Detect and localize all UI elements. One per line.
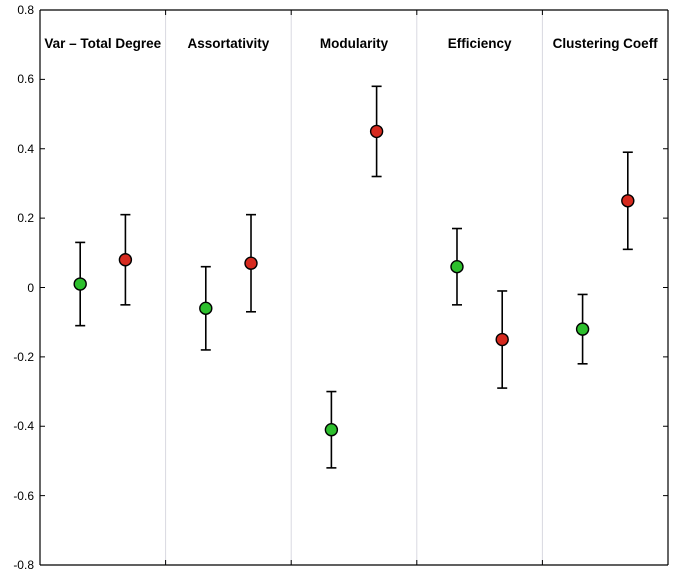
- data-marker: [451, 261, 463, 273]
- data-marker: [119, 254, 131, 266]
- y-tick-label: 0.8: [0, 3, 34, 17]
- y-tick-label: 0.2: [0, 211, 34, 225]
- data-marker: [622, 195, 634, 207]
- y-tick-label: -0.8: [0, 558, 34, 572]
- panel-title: Modularity: [320, 36, 388, 51]
- panel-title: Clustering Coeff: [553, 36, 658, 51]
- chart-container: -0.8 -0.6 -0.4 -0.2 0 0.2 0.4 0.6 0.8 Var – Total…: [0, 0, 673, 573]
- panel-title: Efficiency: [448, 36, 512, 51]
- y-tick-label: 0: [0, 281, 34, 295]
- chart-svg: [0, 0, 673, 573]
- y-tick-label: 0.6: [0, 72, 34, 86]
- y-tick-label: -0.2: [0, 350, 34, 364]
- panel-title: Var – Total Degree: [44, 36, 161, 51]
- data-marker: [577, 323, 589, 335]
- data-marker: [74, 278, 86, 290]
- data-marker: [496, 334, 508, 346]
- data-marker: [325, 424, 337, 436]
- data-marker: [200, 302, 212, 314]
- y-tick-label: -0.6: [0, 489, 34, 503]
- data-marker: [245, 257, 257, 269]
- y-tick-label: 0.4: [0, 142, 34, 156]
- y-tick-label: -0.4: [0, 419, 34, 433]
- panel-title: Assortativity: [188, 36, 270, 51]
- data-marker: [371, 125, 383, 137]
